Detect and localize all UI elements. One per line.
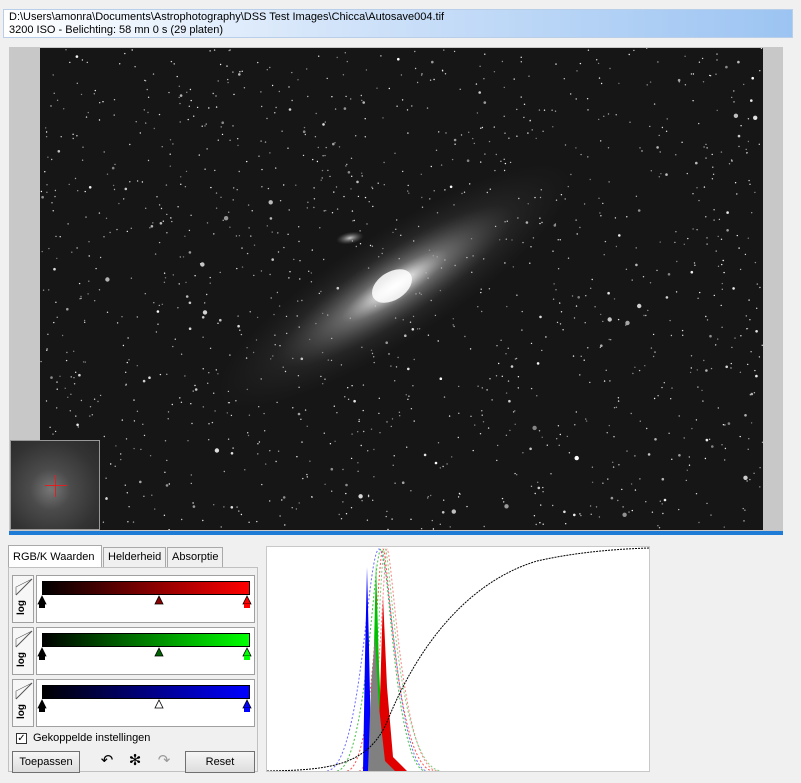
astrophoto-image[interactable] [40,48,763,530]
blue-channel: log [12,679,255,727]
log-toggle-red[interactable]: log [12,575,34,623]
redo-icon[interactable]: ↷ [157,752,171,769]
log-toggle-blue[interactable]: log [12,679,34,727]
andromeda-galaxy [216,162,574,410]
blue-slider[interactable] [36,679,255,727]
file-info-header: D:\Users\amonra\Documents\Astrophotograp… [3,9,793,38]
green-channel: log [12,627,255,675]
tab-rgbk[interactable]: RGB/K Waarden [8,545,102,567]
tab-absorption[interactable]: Absorptie [167,547,223,567]
slider-handle [242,699,252,709]
histogram-graph [266,547,650,772]
slider-handle [154,647,164,657]
linked-settings-label: Gekoppelde instellingen [33,732,151,744]
crosshair-icon [45,485,67,486]
exposure-info: 3200 ISO - Belichting: 58 mn 0 s (29 pla… [9,24,224,36]
red-channel: log [12,575,255,623]
red-slider[interactable] [36,575,255,623]
gear-icon[interactable]: ✻ [128,752,142,769]
slider-handle [37,699,47,709]
slider-handle [37,595,47,605]
starfield [40,48,763,530]
slider-handle [37,647,47,657]
apply-button[interactable]: Toepassen [12,751,80,773]
slider-handle [154,595,164,605]
slider-handle [242,595,252,605]
zoom-preview [10,440,100,530]
log-toggle-green[interactable]: log [12,627,34,675]
slider-handle [242,647,252,657]
green-slider[interactable] [36,627,255,675]
tab-brightness[interactable]: Helderheid [103,547,166,567]
reset-button[interactable]: Reset [185,751,255,773]
file-path: D:\Users\amonra\Documents\Astrophotograp… [9,11,445,23]
viewer-scroll-indicator [9,531,783,535]
slider-handle [154,699,164,709]
histogram-display [266,546,650,772]
undo-icon[interactable]: ↶ [100,752,114,769]
linked-settings-checkbox[interactable]: ✓ [16,733,27,744]
